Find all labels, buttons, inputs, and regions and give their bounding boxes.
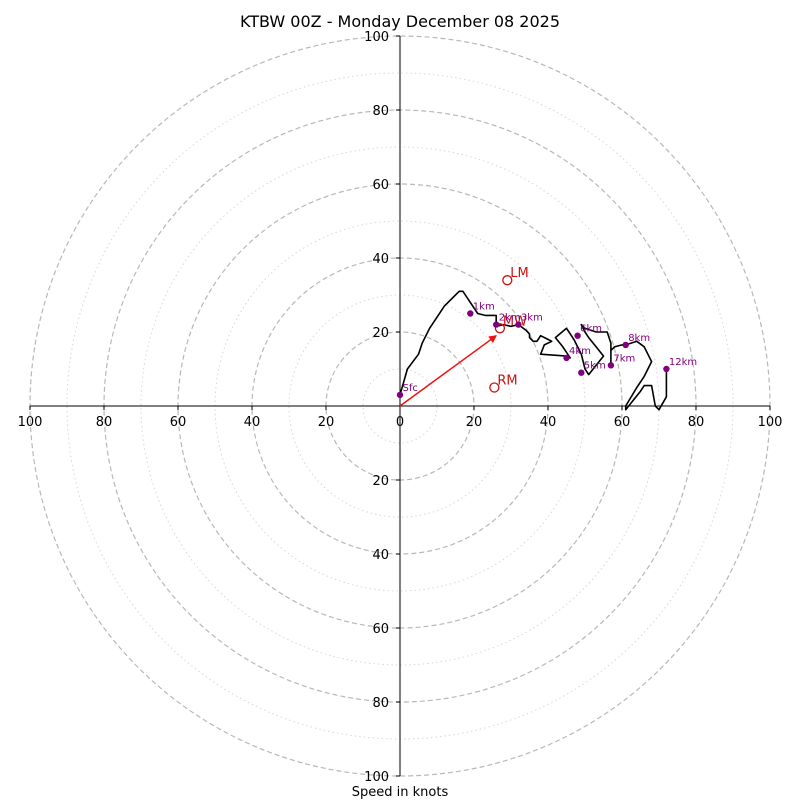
height-point-7km: 7km (607, 353, 635, 369)
height-point-label: 6km (580, 324, 602, 335)
y-tick-label-down: 60 (372, 622, 389, 637)
x-tick-label: 20 (318, 415, 335, 430)
height-point-8km: 8km (622, 333, 650, 349)
storm-motion-rm: RM (489, 374, 518, 393)
y-tick-label-up: 40 (372, 252, 389, 267)
height-point-marker (467, 310, 474, 317)
y-tick-label-up: 100 (364, 30, 389, 45)
x-tick-label: 100 (758, 415, 783, 430)
y-tick-label-up: 80 (372, 104, 389, 119)
storm-vector-group (399, 335, 498, 407)
height-point-sfc: Sfc (396, 383, 418, 399)
x-tick-label: 80 (688, 415, 705, 430)
height-point-marker (578, 369, 585, 376)
height-point-label: 8km (628, 333, 650, 344)
height-point-label: 2km (499, 313, 521, 324)
height-point-6km: 6km (574, 324, 602, 339)
hodograph-trace (399, 290, 668, 411)
x-tick-label: 60 (614, 415, 631, 430)
x-tick-label: 100 (18, 415, 43, 430)
height-point-marker (574, 332, 581, 339)
height-point-3km: 3km (515, 313, 543, 328)
height-point-marker (607, 362, 615, 369)
height-markers: Sfc 1km 2km 3km 4km 5km 6km 7km 8km 12km (396, 302, 697, 399)
storm-motion-lm: LM (502, 266, 529, 286)
storm-motion-label: LM (510, 266, 528, 281)
height-point-1km: 1km (467, 302, 495, 317)
chart-title: KTBW 00Z - Monday December 08 2025 (240, 12, 560, 31)
x-tick-label: 60 (170, 415, 187, 430)
x-tick-label: 0 (396, 415, 404, 430)
height-point-4km: 4km (563, 346, 591, 362)
height-point-marker (493, 321, 500, 328)
storm-motion-marker (502, 275, 513, 286)
height-point-marker (515, 321, 522, 328)
height-point-5km: 5km (578, 361, 606, 376)
storm-motion-marker (489, 382, 500, 393)
height-point-label: 3km (521, 313, 543, 324)
x-tick-label: 40 (540, 415, 557, 430)
height-point-label: 1km (473, 302, 495, 313)
height-point-marker (396, 391, 404, 399)
height-point-label: 5km (584, 361, 606, 372)
height-point-label: Sfc (403, 383, 418, 394)
y-tick-label-down: 100 (364, 770, 389, 785)
height-point-12km: 12km (663, 357, 697, 373)
hodograph-line (399, 290, 668, 411)
storm-motion-label: RM (497, 374, 517, 389)
x-axis-label: Speed in knots (352, 785, 449, 800)
storm-motion-vector (399, 335, 498, 407)
x-tick-label: 20 (466, 415, 483, 430)
height-point-marker (663, 365, 670, 373)
tick-labels: 100 80 60 40 20 0 20 40 60 80 100 20 40 60 80 100 20 40 60… (18, 30, 783, 785)
height-point-marker (563, 354, 570, 362)
y-tick-label-down: 80 (372, 696, 389, 711)
height-point-label: 7km (613, 353, 635, 364)
x-tick-label: 80 (96, 415, 113, 430)
y-tick-label-up: 60 (372, 178, 389, 193)
y-tick-label-down: 20 (372, 474, 389, 489)
height-point-2km: 2km (493, 313, 521, 328)
x-tick-label: 40 (244, 415, 261, 430)
storm-motion-marker (494, 323, 506, 334)
height-point-label: 12km (669, 357, 697, 368)
y-tick-label-up: 20 (372, 326, 389, 341)
height-point-marker (622, 341, 629, 349)
y-tick-label-down: 40 (372, 548, 389, 563)
height-point-label: 4km (569, 346, 591, 357)
